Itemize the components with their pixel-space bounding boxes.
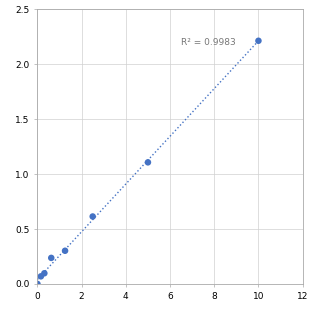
Point <box>63 248 68 253</box>
Point <box>42 271 47 276</box>
Text: R² = 0.9983: R² = 0.9983 <box>181 38 236 47</box>
Point <box>256 38 261 43</box>
Point <box>90 214 95 219</box>
Point <box>35 281 40 286</box>
Point <box>38 274 43 279</box>
Point <box>145 160 150 165</box>
Point <box>49 256 54 261</box>
